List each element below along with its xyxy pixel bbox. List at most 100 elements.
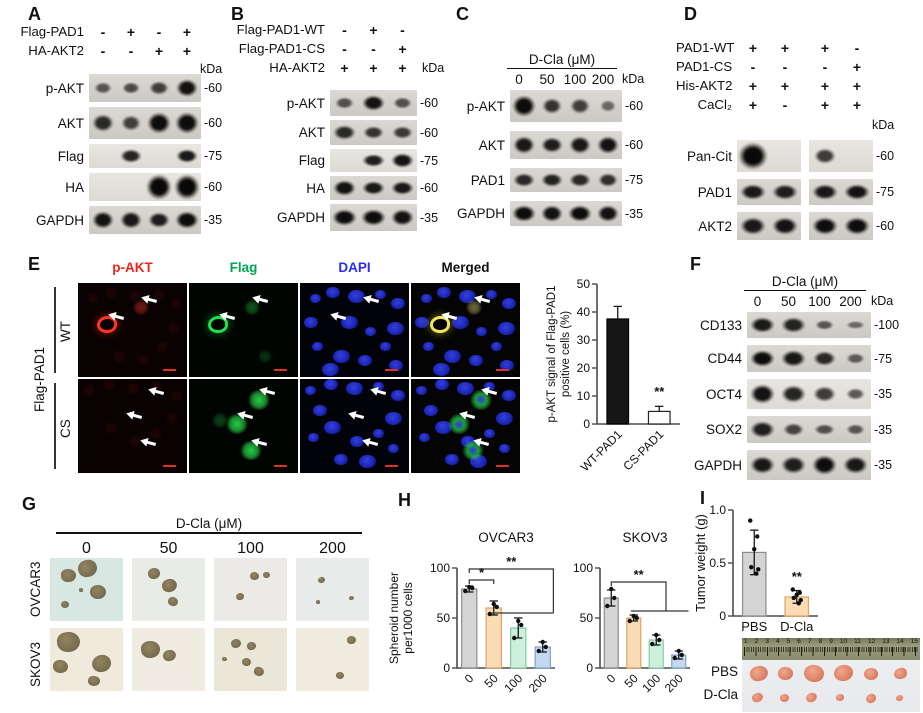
blot-row: Flag -75	[228, 149, 446, 172]
y-tick-label: 0	[719, 609, 726, 623]
stained-cell	[225, 414, 248, 435]
bar-50	[626, 617, 642, 669]
ruler-number: 9	[829, 638, 833, 645]
blot-band	[812, 350, 837, 367]
spheroid-blob	[147, 566, 161, 580]
blot-band	[119, 211, 143, 229]
panel-h-label: H	[398, 490, 411, 510]
blot-band	[737, 141, 769, 171]
stained-cell	[149, 427, 164, 440]
y-tick-label: 50	[580, 611, 594, 625]
blot-band	[390, 180, 415, 196]
kda-marker: -100	[874, 318, 900, 332]
condition-sign: +	[369, 21, 378, 38]
blot-row: CD133 -100	[682, 312, 922, 338]
ruler-number: 4	[775, 638, 780, 645]
x-tick-label: 0	[462, 671, 477, 686]
nucleus-blob	[305, 385, 317, 395]
kda-label: kDa	[422, 60, 445, 75]
nucleus-blob	[334, 454, 349, 466]
kda-marker: -75	[204, 149, 223, 163]
tumor-dcla	[780, 693, 789, 702]
condition-sign: +	[780, 77, 790, 94]
stained-cell	[169, 297, 184, 310]
blot-band	[813, 386, 836, 402]
nucleus-blob	[385, 411, 403, 425]
stained-cell	[164, 412, 179, 425]
significance-bracket	[468, 579, 495, 584]
nucleus-blob	[309, 293, 321, 303]
condition-row: Flag-PAD1-WT - + -	[228, 20, 446, 39]
blot-band	[570, 98, 590, 114]
data-dot	[749, 565, 754, 570]
y-axis-label: p-AKT signal of Flag-PAD1	[546, 286, 558, 423]
condition-sign: +	[852, 77, 862, 94]
pointer-arrow-icon	[125, 406, 144, 421]
stained-cell	[247, 389, 270, 410]
blot-band	[596, 205, 620, 222]
nucleus-blob	[499, 360, 514, 372]
row-label-skov3: SKOV3	[28, 641, 43, 687]
dose-row: 0 50 100 200 kDa	[742, 294, 894, 309]
tumor-photo: 1 2 3 4 5 6 7 8 9 10 11 12 13 14 15	[742, 638, 920, 712]
nucleus-blob	[387, 321, 405, 335]
stained-cell-ring	[430, 315, 451, 333]
nucleus-blob	[476, 327, 488, 337]
stained-cell-ring	[97, 315, 118, 333]
stained-cell	[103, 286, 118, 299]
panel-g: G D-Cla (μM) 0 50 100 200 OVCAR3 SKOV3	[8, 490, 388, 713]
condition-sign: +	[154, 42, 164, 59]
nucleus-blob	[322, 362, 340, 376]
if-image-cs-p-akt	[78, 379, 187, 473]
scale-bar	[496, 368, 510, 371]
blot-row: p-AKT -60	[448, 90, 660, 122]
row-bracket-line	[54, 383, 56, 469]
blot-strip	[747, 345, 871, 372]
blot-row: GAPDH -35	[228, 204, 446, 231]
blot-band	[568, 136, 592, 154]
condition-sign: +	[182, 42, 192, 59]
spheroid-image-ovcar3-100	[214, 558, 287, 621]
nucleus-blob	[379, 342, 391, 352]
kda-marker: -60	[625, 138, 644, 152]
panel-a-body: Flag-PAD1 - + - + HA-AKT2 - - + + p-AKT -60 AKT -60 Fl…	[8, 4, 238, 248]
dose-value: 200	[839, 294, 862, 309]
spheroid-blob	[60, 601, 69, 609]
blot-band	[513, 173, 535, 187]
nucleus-blob	[483, 429, 495, 439]
data-dot	[755, 534, 760, 539]
scale-bar	[163, 368, 177, 371]
blot-strip	[510, 131, 622, 159]
kda-marker: -60	[420, 125, 439, 140]
pointer-arrow-icon	[369, 382, 388, 397]
stained-cell-ring	[208, 315, 229, 333]
panel-e: E 0 10 20 30 40 50 WT-PAD1 CS-PAD1 p-AKT signal …	[8, 252, 682, 488]
blot-strip	[809, 140, 873, 172]
data-dot	[657, 637, 662, 643]
data-dot	[543, 644, 548, 650]
condition-sign: +	[398, 40, 407, 57]
tumor-pbs	[802, 663, 826, 684]
nucleus-blob	[375, 289, 387, 299]
spheroid-blob	[348, 595, 355, 601]
x-tick-label: PBS	[741, 619, 767, 634]
condition-row: Flag-PAD1-CS - - +	[228, 39, 446, 58]
blot-strip	[330, 90, 417, 116]
significance-marker: **	[634, 567, 645, 582]
stained-cell	[127, 289, 142, 303]
y-tick-label: 1.0	[709, 503, 726, 517]
nucleus-blob	[391, 298, 406, 310]
spheroid-image-skov3-0	[50, 628, 123, 691]
condition-row: Flag-PAD1 - + - +	[8, 22, 238, 41]
nucleus-blob	[502, 298, 517, 310]
data-dot	[463, 588, 468, 594]
tumor-dcla	[750, 691, 765, 704]
scale-bar	[385, 368, 399, 371]
blot-row: PAD1 -75	[676, 179, 922, 205]
dose-value: 0	[515, 72, 523, 87]
blot-band	[845, 353, 866, 364]
condition-sign: -	[342, 21, 347, 38]
y-tick-label: 50	[577, 277, 591, 291]
bar-WT-PAD1	[606, 318, 630, 425]
chart-tumor-weight: 0 0.5 1.0 PBS D-Cla Tumor weight (g) **	[693, 503, 818, 634]
